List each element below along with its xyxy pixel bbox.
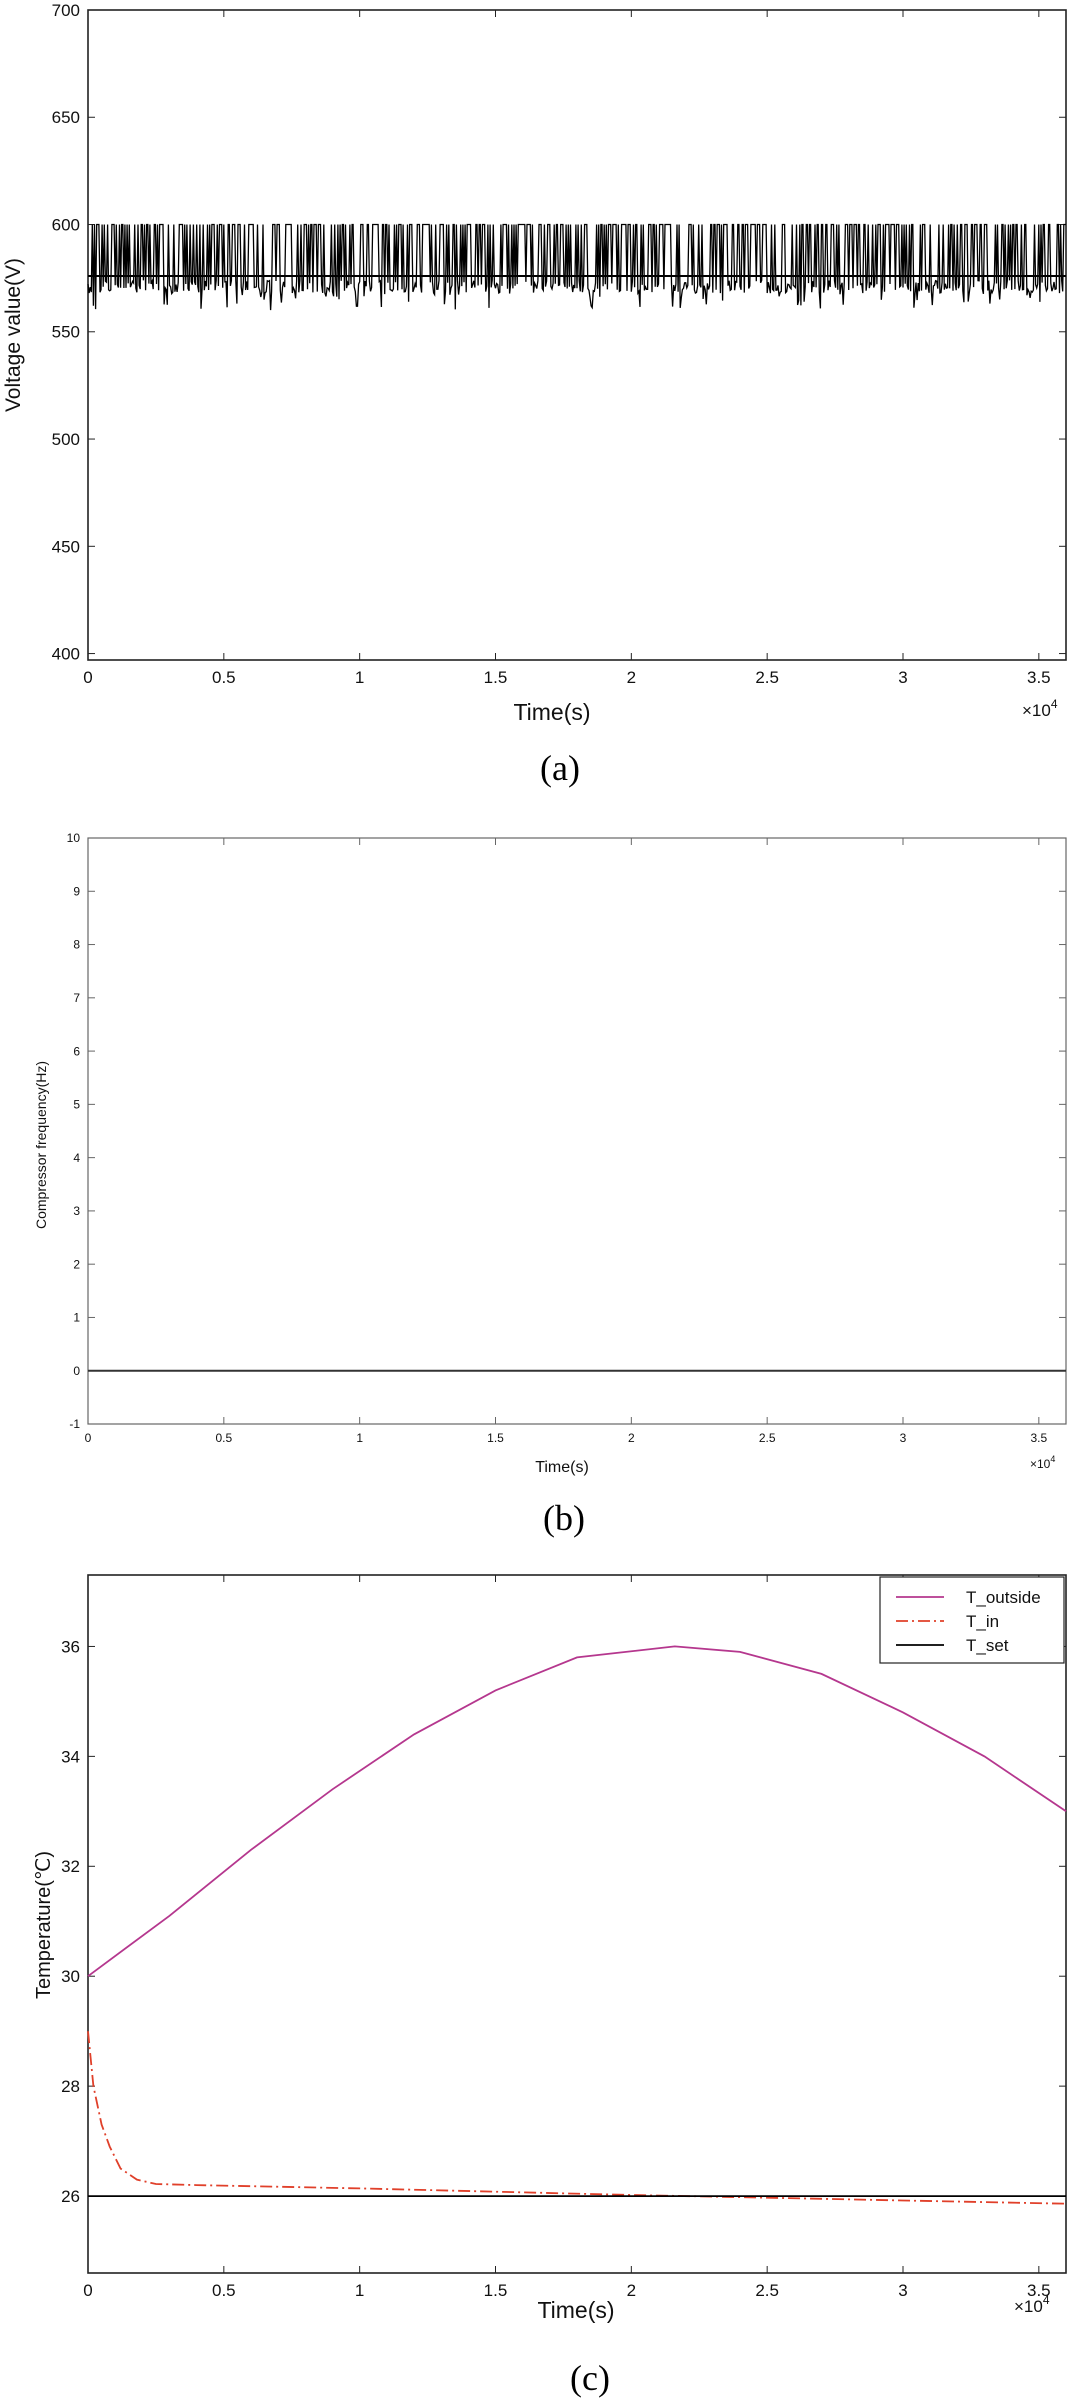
x-tick-label: 3.5 — [1027, 668, 1051, 687]
x-tick-label: 0 — [85, 1431, 92, 1445]
x-tick-label: 1 — [356, 1431, 363, 1445]
x-tick-label: 1 — [355, 668, 364, 687]
x-axis-label: Time(s) — [535, 1459, 589, 1476]
plot-frame — [87, 9, 1067, 661]
x-tick-label: 2.5 — [759, 1431, 776, 1445]
y-tick-label: 450 — [52, 537, 80, 556]
x-tick-label: 1.5 — [487, 1431, 504, 1445]
panel-label-c: (c) — [570, 2358, 610, 2398]
x-axis-label: Time(s) — [513, 699, 590, 725]
y-tick-label: 36 — [61, 1637, 80, 1656]
y-tick-label: 8 — [73, 938, 80, 952]
compressor-frequency-chart: 0 0.5 1 1.5 2 2.5 3 3.5 -1 0 1 2 3 4 5 6 7 8 9 10 Compresso… — [33, 831, 1067, 1538]
x-tick-label: 3.5 — [1030, 1431, 1047, 1445]
y-tick-label: 550 — [52, 323, 80, 342]
y-tick-label: 26 — [61, 2187, 80, 2206]
legend: T_outside T_in T_set — [879, 1576, 1065, 1664]
y-tick-label: 6 — [73, 1044, 80, 1058]
x-tick-label: 1.5 — [484, 668, 508, 687]
y-tick-label: 30 — [61, 1967, 80, 1986]
x-tick-label: 0.5 — [215, 1431, 232, 1445]
y-tick-label: 4 — [73, 1151, 80, 1165]
temperature-chart: 0 0.5 1 1.5 2 2.5 3 3.5 26 28 30 32 34 36 Temperature… — [33, 1574, 1067, 2398]
x-multiplier: ×104 — [1022, 697, 1058, 720]
x-tick-label: 1.5 — [484, 2281, 508, 2300]
legend-label: T_in — [966, 1612, 999, 1631]
x-tick-label: 1 — [355, 2281, 364, 2300]
y-tick-label: 650 — [52, 108, 80, 127]
y-tick-label: 400 — [52, 645, 80, 664]
x-tick-label: 0.5 — [212, 668, 236, 687]
panel-label-b: (b) — [543, 1498, 585, 1538]
x-tick-label: 0 — [83, 668, 92, 687]
legend-box — [879, 1576, 1065, 1664]
y-tick-label: 5 — [73, 1098, 80, 1112]
voltage-chart: 0 0.5 1 1.5 2 2.5 3 3.5 400 450 500 550 600 650 700 Vo… — [2, 1, 1067, 788]
y-tick-label: 34 — [61, 1747, 80, 1766]
x-multiplier: ×104 — [1030, 1454, 1055, 1471]
x-tick-label: 3 — [898, 668, 907, 687]
y-axis-label: Temperature(℃) — [33, 1851, 55, 1999]
x-axis-label: Time(s) — [537, 2297, 614, 2323]
series-line-t-outside — [87, 1645, 1067, 1977]
x-multiplier: ×104 — [1014, 2293, 1050, 2316]
y-tick-label: 1 — [73, 1311, 80, 1325]
y-tick-label: 3 — [73, 1204, 80, 1218]
x-tick-label: 3 — [900, 1431, 907, 1445]
plot-frame — [87, 837, 1067, 1425]
y-tick-label: 10 — [67, 831, 81, 845]
y-tick-label: 700 — [52, 1, 80, 20]
x-tick-label: 2 — [628, 1431, 635, 1445]
y-tick-label: 32 — [61, 1857, 80, 1876]
plot-frame — [87, 1574, 1067, 2274]
y-tick-label: 600 — [52, 215, 80, 234]
x-tick-label: 0.5 — [212, 2281, 236, 2300]
y-tick-label: 2 — [73, 1257, 80, 1271]
x-tick-label: 2 — [627, 2281, 636, 2300]
series-line-t-in — [87, 2031, 1067, 2205]
panel-label-a: (a) — [540, 748, 580, 788]
x-tick-label: 2.5 — [755, 668, 779, 687]
y-tick-label: 500 — [52, 430, 80, 449]
legend-label: T_set — [966, 1636, 1009, 1655]
y-tick-label: -1 — [69, 1417, 80, 1431]
y-axis-label: Voltage value(V) — [2, 258, 25, 412]
legend-label: T_outside — [966, 1588, 1041, 1607]
x-tick-label: 0 — [83, 2281, 92, 2300]
x-tick-label: 2 — [627, 668, 636, 687]
y-tick-label: 9 — [73, 884, 80, 898]
y-tick-label: 28 — [61, 2077, 80, 2096]
x-tick-label: 3 — [898, 2281, 907, 2300]
x-tick-label: 3.5 — [1027, 2281, 1051, 2300]
y-axis-label: Compressor frequency(Hz) — [33, 1061, 49, 1229]
x-tick-label: 2.5 — [755, 2281, 779, 2300]
voltage-series-line — [87, 223, 1066, 311]
y-tick-label: 7 — [73, 991, 80, 1005]
y-tick-label: 0 — [73, 1364, 80, 1378]
